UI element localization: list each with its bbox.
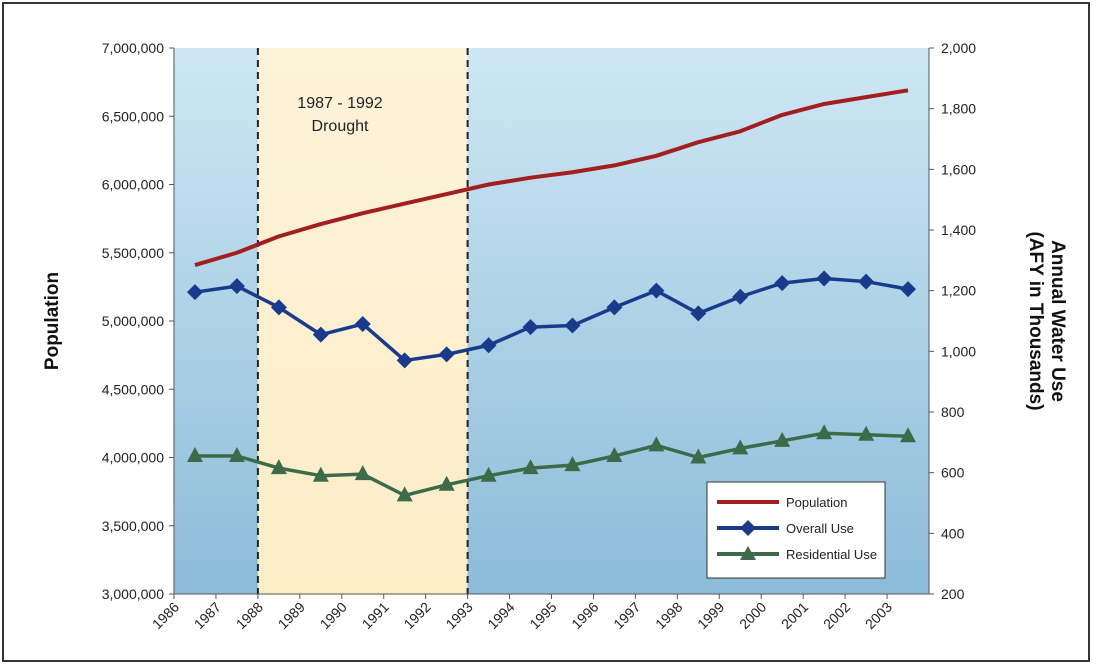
right-tick-label: 200 xyxy=(941,586,965,602)
legend-label-residential-use: Residential Use xyxy=(786,547,877,562)
data-point-residential-use xyxy=(438,475,455,491)
y2-axis-title-line1: Annual Water Use xyxy=(1047,240,1068,402)
data-point-overall-use xyxy=(900,281,917,298)
right-axis-ticks: 200 400 600 800 1,000 1,200 1,400 1,600 1,800 2,0… xyxy=(929,40,976,602)
data-point-overall-use xyxy=(438,346,455,363)
data-point-residential-use xyxy=(480,466,497,482)
data-point-overall-use xyxy=(186,284,203,301)
x-tick-label: 2001 xyxy=(778,599,811,632)
right-tick-label: 1,400 xyxy=(941,222,976,238)
left-tick-label: 7,000,000 xyxy=(102,40,164,56)
left-tick-label: 5,500,000 xyxy=(102,245,164,261)
data-point-overall-use xyxy=(606,299,623,316)
series-line-population xyxy=(194,88,909,267)
y-axis-title: Population xyxy=(42,272,63,370)
data-point-overall-use xyxy=(690,305,707,322)
data-point-residential-use xyxy=(396,486,413,502)
legend: Population Overall Use Residential Use xyxy=(706,481,886,579)
data-point-residential-use xyxy=(564,456,581,472)
legend-label-population: Population xyxy=(786,495,847,510)
x-tick-label: 1986 xyxy=(149,599,182,632)
left-tick-label: 6,000,000 xyxy=(102,177,164,193)
data-point-overall-use xyxy=(648,282,665,299)
data-point-overall-use xyxy=(228,278,245,295)
right-tick-label: 1,000 xyxy=(941,343,976,359)
x-tick-label: 1999 xyxy=(694,599,727,632)
x-tick-label: 1996 xyxy=(568,599,601,632)
data-point-overall-use xyxy=(774,275,791,292)
data-point-residential-use xyxy=(522,459,539,475)
left-tick-label: 5,000,000 xyxy=(102,313,164,329)
x-tick-label: 1993 xyxy=(442,599,475,632)
data-point-overall-use xyxy=(564,317,581,334)
left-axis-ticks: 3,000,000 3,500,000 4,000,000 4,500,000 5,00… xyxy=(102,40,174,602)
left-tick-label: 4,500,000 xyxy=(102,381,164,397)
data-point-residential-use xyxy=(270,459,287,475)
x-tick-label: 2000 xyxy=(736,599,769,632)
x-tick-label: 1990 xyxy=(317,599,350,632)
data-point-residential-use xyxy=(354,465,371,481)
data-point-overall-use xyxy=(270,299,287,316)
data-point-residential-use xyxy=(816,424,833,440)
x-tick-label: 1988 xyxy=(233,599,266,632)
x-tick-label: 1994 xyxy=(484,599,517,632)
data-point-residential-use xyxy=(228,446,245,462)
right-tick-label: 1,200 xyxy=(941,283,976,299)
legend-label-overall-use: Overall Use xyxy=(786,521,854,536)
left-tick-label: 6,500,000 xyxy=(102,108,164,124)
right-tick-label: 1,600 xyxy=(941,161,976,177)
data-point-residential-use xyxy=(312,466,329,482)
x-axis-ticks: 1986 1987 1988 1989 1990 1991 1992 1993 1994 1995… xyxy=(149,594,895,632)
drought-label-line1: 1987 - 1992 xyxy=(297,95,383,112)
data-point-overall-use xyxy=(522,319,539,336)
data-point-residential-use xyxy=(900,427,917,443)
drought-label-line2: Drought xyxy=(312,118,369,135)
left-tick-label: 3,500,000 xyxy=(102,518,164,534)
data-point-residential-use xyxy=(186,446,203,462)
data-point-overall-use xyxy=(354,316,371,333)
x-tick-label: 1989 xyxy=(275,599,308,632)
right-tick-label: 2,000 xyxy=(941,40,976,56)
left-tick-label: 3,000,000 xyxy=(102,586,164,602)
right-tick-label: 1,800 xyxy=(941,101,976,117)
data-point-residential-use xyxy=(732,439,749,455)
data-point-residential-use xyxy=(648,436,665,452)
data-point-residential-use xyxy=(606,446,623,462)
data-point-overall-use xyxy=(312,326,329,343)
data-point-residential-use xyxy=(774,431,791,447)
left-tick-label: 4,000,000 xyxy=(102,450,164,466)
x-tick-label: 2002 xyxy=(820,599,853,632)
legend-marker-residential-use xyxy=(740,546,756,560)
data-point-overall-use xyxy=(396,352,413,369)
data-point-overall-use xyxy=(858,273,875,290)
y2-axis-title-line2: (AFY in Thousands) xyxy=(1025,231,1046,410)
x-tick-label: 2003 xyxy=(862,599,895,632)
x-tick-label: 1991 xyxy=(358,599,391,632)
data-point-overall-use xyxy=(816,270,833,287)
right-tick-label: 800 xyxy=(941,404,965,420)
x-tick-label: 1992 xyxy=(400,599,433,632)
data-point-residential-use xyxy=(858,425,875,441)
x-tick-label: 1987 xyxy=(191,599,224,632)
series-line-residential-use xyxy=(194,431,909,498)
x-tick-label: 1995 xyxy=(526,599,559,632)
data-point-overall-use xyxy=(480,337,497,354)
x-tick-label: 1998 xyxy=(652,599,685,632)
x-tick-label: 1997 xyxy=(610,599,643,632)
right-tick-label: 600 xyxy=(941,465,965,481)
data-point-overall-use xyxy=(732,288,749,305)
right-tick-label: 400 xyxy=(941,525,965,541)
legend-marker-overall-use xyxy=(740,520,756,536)
series-layer xyxy=(186,88,917,502)
data-point-residential-use xyxy=(690,448,707,464)
